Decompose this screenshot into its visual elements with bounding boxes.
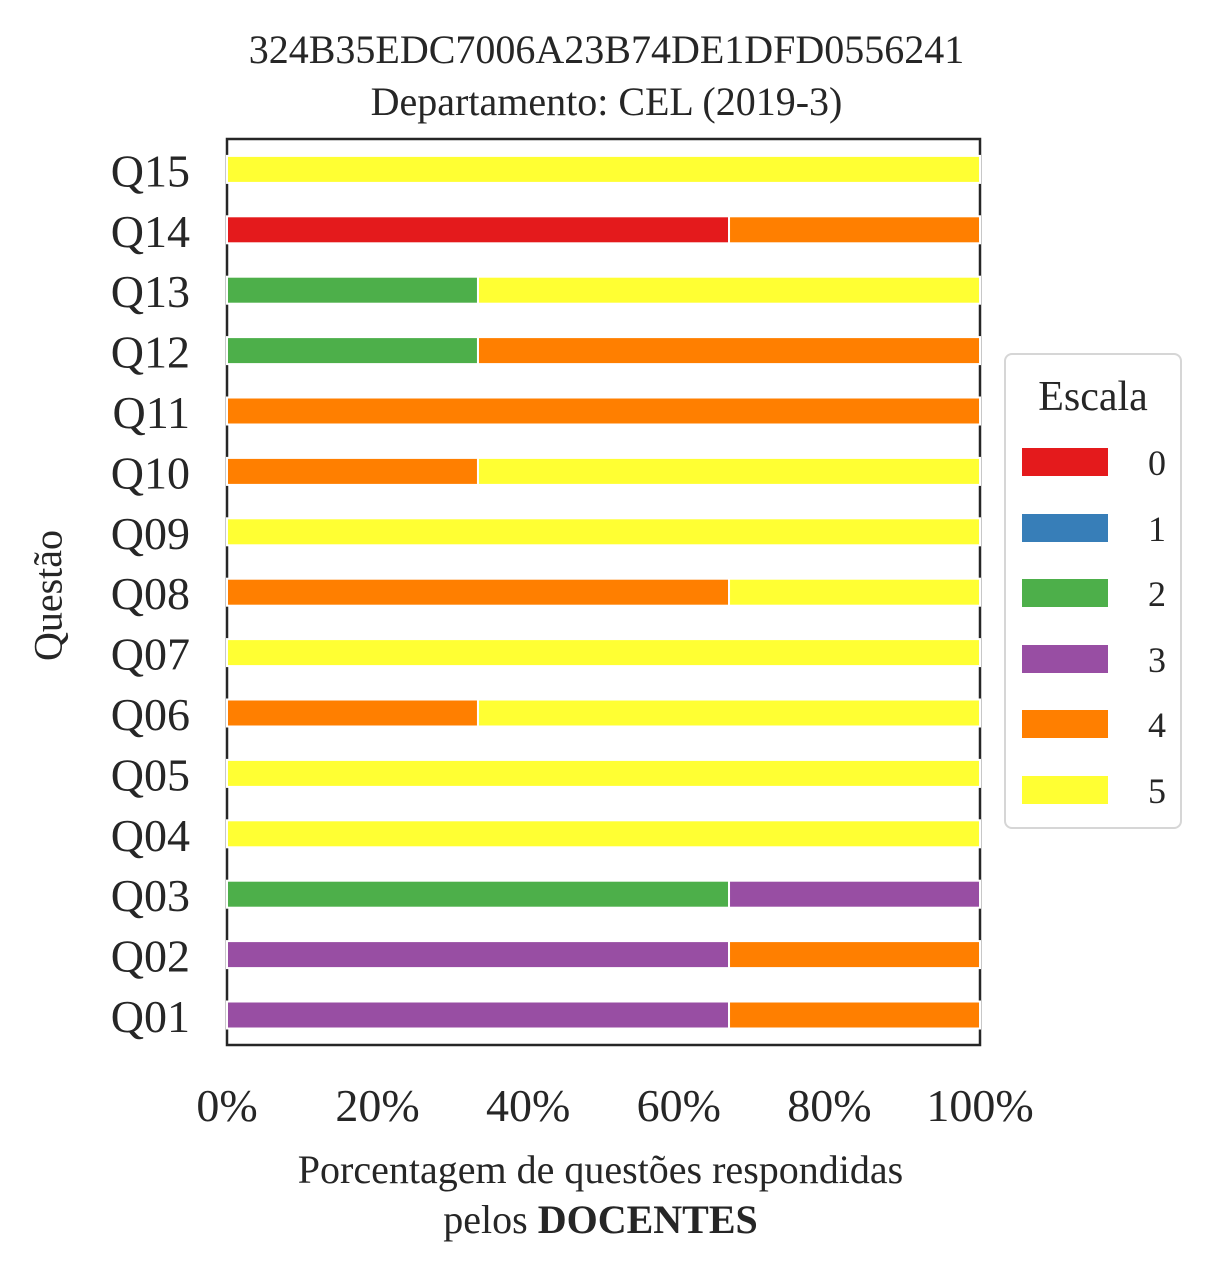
x-tick-label-0: 0% bbox=[196, 1080, 257, 1131]
y-tick-label-q09: Q09 bbox=[111, 508, 190, 559]
legend-label-3: 3 bbox=[1148, 639, 1166, 680]
bar-q12-scale-4 bbox=[476, 336, 981, 366]
y-tick-label-q10: Q10 bbox=[111, 447, 190, 498]
y-tick-label-q02: Q02 bbox=[111, 931, 190, 982]
bar-q14-scale-4 bbox=[728, 215, 981, 245]
x-tick-label-2: 40% bbox=[486, 1080, 570, 1131]
y-tick-label-q11: Q11 bbox=[112, 387, 190, 438]
y-axis-label: Questão bbox=[25, 529, 71, 662]
legend-swatch-0 bbox=[1022, 448, 1108, 476]
legend-title: Escala bbox=[1038, 374, 1148, 420]
bar-q04-scale-5 bbox=[226, 819, 981, 849]
legend-swatch-4 bbox=[1022, 710, 1108, 738]
y-tick-label-q05: Q05 bbox=[111, 749, 190, 800]
chart-title-line-1: 324B35EDC7006A23B74DE1DFD0556241 bbox=[248, 27, 965, 72]
y-tick-label-q04: Q04 bbox=[111, 810, 190, 861]
bar-q13-scale-2 bbox=[226, 275, 479, 305]
legend-swatch-1 bbox=[1022, 513, 1108, 542]
x-axis-label-bold: DOCENTES bbox=[537, 1197, 758, 1242]
legend-swatch-3 bbox=[1022, 644, 1108, 673]
legend-swatch-5 bbox=[1022, 775, 1108, 804]
bar-q09-scale-5 bbox=[226, 517, 981, 547]
x-tick-label-4: 80% bbox=[787, 1080, 871, 1131]
bar-q01-scale-4 bbox=[728, 1000, 981, 1030]
bar-q10-scale-4 bbox=[226, 456, 479, 486]
y-tick-label-q13: Q13 bbox=[111, 266, 190, 317]
bar-q15-scale-5 bbox=[226, 154, 981, 184]
x-tick-label-5: 100% bbox=[926, 1080, 1033, 1131]
y-tick-label-q07: Q07 bbox=[111, 629, 190, 680]
bar-q02-scale-4 bbox=[728, 940, 981, 970]
x-axis-label-line-1: Porcentagem de questões respondidas bbox=[297, 1147, 904, 1192]
bar-q11-scale-4 bbox=[226, 396, 981, 426]
bar-q08-scale-5 bbox=[728, 577, 981, 607]
y-tick-label-q15: Q15 bbox=[111, 145, 190, 196]
bar-q03-scale-2 bbox=[226, 879, 731, 909]
x-axis-label-line-2: pelos DOCENTES bbox=[0, 1196, 1207, 1243]
legend-label-5: 5 bbox=[1148, 770, 1166, 811]
legend-label-0: 0 bbox=[1148, 443, 1166, 483]
legend: Escala 0 1 2 3 4 5 bbox=[1004, 353, 1182, 829]
legend-label-2: 2 bbox=[1148, 574, 1166, 614]
bar-q03-scale-3 bbox=[728, 879, 981, 909]
legend-label-4: 4 bbox=[1148, 705, 1166, 745]
x-tick-label-1: 20% bbox=[335, 1080, 419, 1131]
bar-q05-scale-5 bbox=[226, 758, 981, 788]
bar-q06-scale-5 bbox=[476, 698, 981, 728]
bar-q10-scale-5 bbox=[476, 456, 981, 486]
legend-swatch-2 bbox=[1022, 579, 1108, 607]
chart-title-line-2: Departamento: CEL (2019-3) bbox=[370, 79, 843, 124]
bar-q02-scale-3 bbox=[226, 940, 731, 970]
bar-q14-scale-0 bbox=[226, 215, 731, 245]
bar-q01-scale-3 bbox=[226, 1000, 731, 1030]
y-tick-label-q03: Q03 bbox=[111, 870, 190, 921]
x-tick-label-3: 60% bbox=[637, 1080, 721, 1131]
y-tick-label-q01: Q01 bbox=[111, 991, 190, 1042]
x-axis-label-prefix: pelos bbox=[443, 1197, 538, 1242]
bar-q13-scale-5 bbox=[476, 275, 981, 305]
y-tick-label-q12: Q12 bbox=[111, 327, 190, 378]
bar-q12-scale-2 bbox=[226, 336, 479, 366]
bar-q06-scale-4 bbox=[226, 698, 479, 728]
bar-q07-scale-5 bbox=[226, 638, 981, 668]
y-tick-label-q14: Q14 bbox=[111, 206, 190, 257]
legend-label-1: 1 bbox=[1148, 508, 1166, 549]
bar-q08-scale-4 bbox=[226, 577, 731, 607]
y-tick-label-q08: Q08 bbox=[111, 568, 190, 619]
y-tick-label-q06: Q06 bbox=[111, 689, 190, 740]
